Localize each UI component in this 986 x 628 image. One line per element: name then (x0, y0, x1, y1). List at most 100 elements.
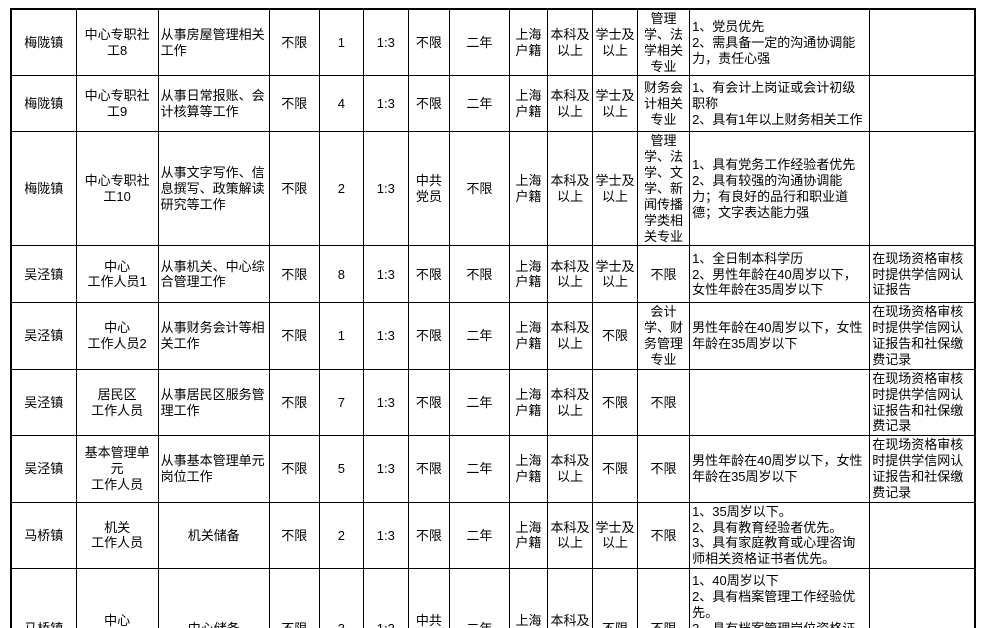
cell-position: 中心专职社工10 (75, 131, 159, 247)
cell-town: 吴泾镇 (10, 435, 77, 503)
cell-town: 梅陇镇 (10, 131, 77, 247)
cell-notes: 男性年龄在40周岁以下，女性年龄在35周岁以下 (689, 435, 871, 503)
cell-headcount: 4 (318, 75, 364, 133)
cell-education: 本科及以上 (546, 8, 594, 77)
cell-degree: 学士及以上 (591, 501, 639, 570)
cell-political: 不限 (407, 245, 450, 304)
cell-ratio: 1:3 (362, 501, 409, 570)
cell-duty: 从事基本管理单元岗位工作 (157, 435, 270, 503)
cell-education: 本科及以上 (546, 435, 594, 503)
table-row: 吴泾镇 中心 工作人员1 从事机关、中心综合管理工作 不限 8 1:3 不限 不限 上海户籍 本科… (10, 245, 976, 304)
cell-gender: 不限 (268, 302, 320, 370)
cell-degree: 不限 (591, 302, 639, 370)
cell-education: 本科及以上 (546, 75, 594, 133)
cell-political: 中共党员 (407, 568, 450, 628)
cell-political: 不限 (407, 75, 450, 133)
cell-remarks: 在现场资格审核时提供学信网认证报告和社保缴费记录 (869, 368, 976, 437)
cell-political: 不限 (407, 8, 450, 77)
cell-ratio: 1:3 (362, 302, 409, 370)
cell-degree: 不限 (591, 568, 639, 628)
job-table-body: 梅陇镇 中心专职社工8 从事房屋管理相关工作 不限 1 1:3 不限 二年 上海户籍 本科及以上学… (10, 8, 976, 628)
cell-headcount: 7 (318, 368, 364, 437)
cell-position: 中心专职社工9 (75, 75, 159, 133)
cell-education: 本科及以上 (546, 368, 594, 437)
cell-ratio: 1:3 (362, 245, 409, 304)
cell-ratio: 1:3 (362, 8, 409, 77)
cell-experience: 二年 (448, 501, 510, 570)
cell-political: 不限 (407, 368, 450, 437)
table-row: 吴泾镇 居民区 工作人员 从事居民区服务管理工作 不限 7 1:3 不限 二年 上海户籍 本科及以… (10, 368, 976, 437)
cell-position: 基本管理单元 工作人员 (75, 435, 159, 503)
cell-experience: 二年 (448, 368, 510, 437)
cell-experience: 二年 (448, 75, 510, 133)
cell-residence: 上海户籍 (508, 368, 548, 437)
cell-degree: 学士及以上 (591, 245, 639, 304)
cell-duty: 从事机关、中心综合管理工作 (157, 245, 270, 304)
cell-experience: 不限 (448, 245, 510, 304)
cell-education: 本科及以上 (546, 302, 594, 370)
cell-major: 管理学、法学相关专业 (637, 8, 691, 77)
cell-ratio: 1:3 (362, 75, 409, 133)
cell-gender: 不限 (268, 368, 320, 437)
cell-education: 本科及以上 (546, 568, 594, 628)
cell-experience: 二年 (448, 435, 510, 503)
cell-major: 管理学、法学、文学、新闻传播学类相关专业 (637, 131, 691, 247)
cell-degree: 不限 (591, 435, 639, 503)
cell-notes (689, 368, 871, 437)
cell-residence: 上海户籍 (508, 75, 548, 133)
cell-headcount: 3 (318, 568, 364, 628)
cell-notes: 男性年龄在40周岁以下，女性年龄在35周岁以下 (689, 302, 871, 370)
cell-major: 不限 (637, 368, 691, 437)
cell-residence: 上海户籍 (508, 245, 548, 304)
cell-headcount: 1 (318, 302, 364, 370)
cell-duty: 从事日常报账、会计核算等工作 (157, 75, 270, 133)
cell-major: 不限 (637, 435, 691, 503)
cell-major: 会计学、财务管理专业 (637, 302, 691, 370)
cell-experience: 不限 (448, 131, 510, 247)
cell-position: 机关 工作人员 (75, 501, 159, 570)
table-row: 马桥镇 机关 工作人员 机关储备 不限 2 1:3 不限 二年 上海户籍 本科及以上 学士及以上 不限… (10, 501, 976, 570)
cell-notes: 1、35周岁以下。 2、具有教育经验者优先。 3、具有家庭教育或心理咨询师相关资… (689, 501, 871, 570)
cell-residence: 上海户籍 (508, 568, 548, 628)
cell-residence: 上海户籍 (508, 302, 548, 370)
table-row: 吴泾镇 中心 工作人员2 从事财务会计等相关工作 不限 1 1:3 不限 二年 上海户籍 本科及以… (10, 302, 976, 370)
cell-position: 中心专职社工8 (75, 8, 159, 77)
cell-headcount: 1 (318, 8, 364, 77)
cell-degree: 学士及以上 (591, 131, 639, 247)
cell-ratio: 1:3 (362, 368, 409, 437)
cell-town: 梅陇镇 (10, 8, 77, 77)
cell-ratio: 1:3 (362, 435, 409, 503)
cell-major: 不限 (637, 501, 691, 570)
cell-position: 中心 工作人员2 (75, 302, 159, 370)
cell-experience: 二年 (448, 302, 510, 370)
cell-degree: 学士及以上 (591, 8, 639, 77)
cell-political: 中共党员 (407, 131, 450, 247)
table-row: 梅陇镇 中心专职社工10 从事文字写作、信息撰写、政策解读研究等工作 不限 2 1:3 中共… (10, 131, 976, 247)
cell-major: 财务会计相关专业 (637, 75, 691, 133)
cell-residence: 上海户籍 (508, 501, 548, 570)
cell-residence: 上海户籍 (508, 8, 548, 77)
cell-gender: 不限 (268, 568, 320, 628)
cell-duty: 从事财务会计等相关工作 (157, 302, 270, 370)
cell-political: 不限 (407, 501, 450, 570)
cell-notes: 1、40周岁以下 2、具有档案管理工作经验优先。 3、具有档案管理岗位资格证优先… (689, 568, 871, 628)
cell-remarks (869, 568, 976, 628)
cell-remarks (869, 75, 976, 133)
table-row: 梅陇镇 中心专职社工9 从事日常报账、会计核算等工作 不限 4 1:3 不限 二年 上海户籍 本科… (10, 75, 976, 133)
cell-town: 马桥镇 (10, 501, 77, 570)
cell-education: 本科及以上 (546, 131, 594, 247)
cell-town: 吴泾镇 (10, 245, 77, 304)
cell-position: 居民区 工作人员 (75, 368, 159, 437)
cell-duty: 从事居民区服务管理工作 (157, 368, 270, 437)
cell-duty: 从事文字写作、信息撰写、政策解读研究等工作 (157, 131, 270, 247)
cell-education: 本科及以上 (546, 501, 594, 570)
job-table: 梅陇镇 中心专职社工8 从事房屋管理相关工作 不限 1 1:3 不限 二年 上海户籍 本科及以上学… (10, 8, 976, 628)
cell-residence: 上海户籍 (508, 131, 548, 247)
table-row: 梅陇镇 中心专职社工8 从事房屋管理相关工作 不限 1 1:3 不限 二年 上海户籍 本科及以上学… (10, 8, 976, 77)
cell-gender: 不限 (268, 245, 320, 304)
cell-headcount: 2 (318, 501, 364, 570)
cell-gender: 不限 (268, 435, 320, 503)
cell-remarks (869, 131, 976, 247)
cell-education: 本科及以上 (546, 245, 594, 304)
cell-town: 吴泾镇 (10, 302, 77, 370)
